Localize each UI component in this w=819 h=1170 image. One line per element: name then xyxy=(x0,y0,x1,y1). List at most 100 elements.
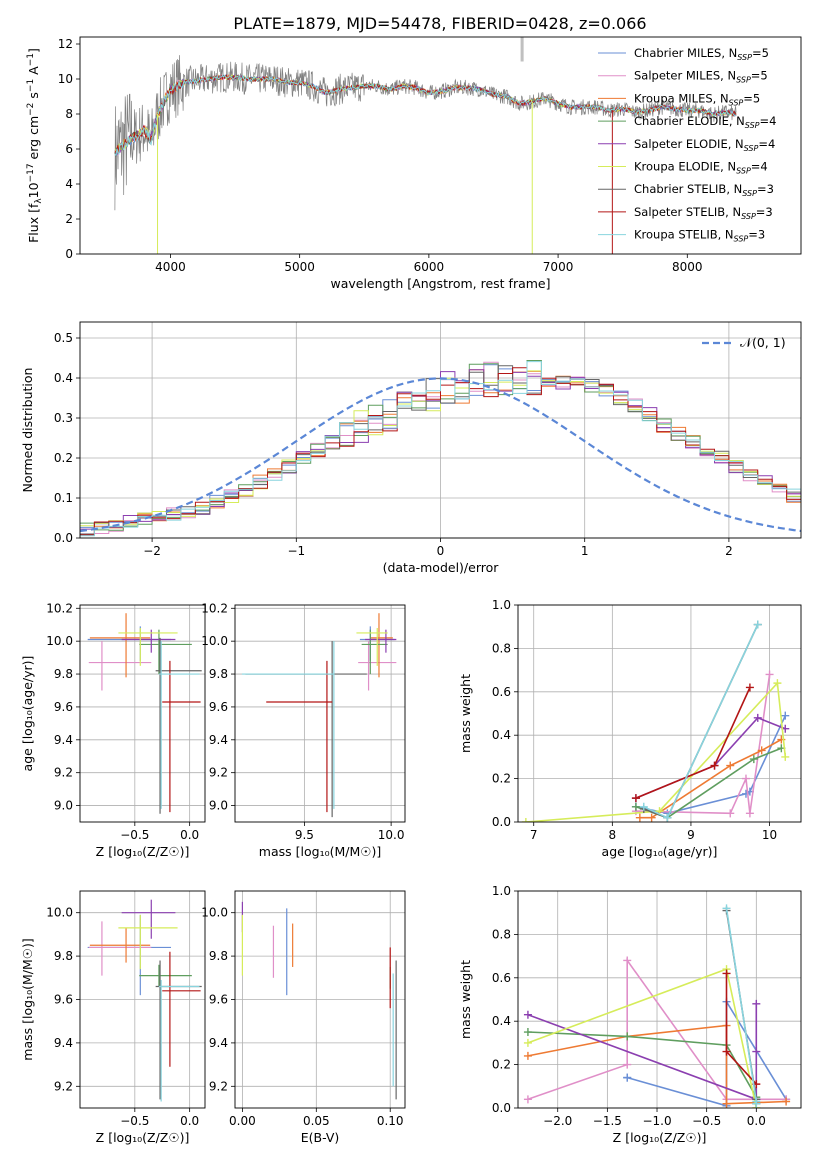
plot-area-mass-vs-ebv xyxy=(241,901,397,1100)
x-tick-label: −0.5 xyxy=(120,1114,149,1128)
axes-frame xyxy=(517,890,802,1109)
legend-subscript: SSP xyxy=(741,212,756,221)
series-marker xyxy=(741,774,750,783)
series-marker xyxy=(710,761,719,770)
series-marker xyxy=(782,1097,791,1106)
axes-frame xyxy=(79,36,802,255)
x-axis-label: (data-model)/error xyxy=(383,560,500,575)
x-tick-label: 0 xyxy=(437,544,445,558)
masked-region xyxy=(520,37,524,62)
axes-age-vs-mass: 9.5 10.0 9.0 9.2 9.4 9.6 9.8 10.0 10.2 mass [log₁… xyxy=(201,601,406,859)
series-marker xyxy=(523,1010,532,1019)
y-tick-label: 0.4 xyxy=(492,728,511,742)
legend-label-normal: 𝒩(0, 1) xyxy=(740,335,786,350)
y-axis-label-part: s xyxy=(26,92,41,103)
x-tick-label: 4000 xyxy=(155,260,186,274)
series-marker xyxy=(623,1032,632,1041)
y-tick-label: 0.0 xyxy=(54,531,73,545)
y-tick-label: 9.4 xyxy=(54,1036,73,1050)
plot-area-age-vs-z xyxy=(87,613,202,814)
x-axis-label: age [log₁₀(age/yr)] xyxy=(602,844,718,859)
x-tick-label: −1 xyxy=(287,544,305,558)
axes-mass-vs-ebv: 0.00 0.05 0.10 9.2 9.4 9.6 9.8 10.0 E(B-V) xyxy=(201,890,406,1145)
y-tick-label: 0.8 xyxy=(492,641,511,655)
y-axis-label: Normed distribution xyxy=(20,368,35,493)
series-kroupa-stelib xyxy=(639,620,762,822)
series-marker xyxy=(623,1073,632,1082)
axes-age-vs-z: −0.5 0.0 9.0 9.2 9.4 9.6 9.8 10.0 10.2 Z [log₁₀(Z… xyxy=(20,601,206,859)
legend-suffix: =4 xyxy=(760,114,777,128)
series-marker xyxy=(647,813,656,822)
y-tick-label: 9.8 xyxy=(54,667,73,681)
y-axis-label-part: −1 xyxy=(26,53,36,66)
x-tick-label: −0.5 xyxy=(120,828,149,842)
errorbar-salpeter-stelib xyxy=(162,660,201,813)
y-tick-label: 1.0 xyxy=(492,884,511,898)
axes-frame xyxy=(79,890,206,1109)
series-marker xyxy=(726,761,735,770)
hist-step-kroupa-elodie xyxy=(80,370,801,527)
x-tick-label: 9 xyxy=(687,828,695,842)
series-marker xyxy=(749,755,758,764)
legend-subscript: SSP xyxy=(744,144,759,153)
figure-title: PLATE=1879, MJD=54478, FIBERID=0428, z=0… xyxy=(233,14,646,33)
x-axis-label: mass [log₁₀(M/M☉)] xyxy=(259,844,381,859)
series-line xyxy=(527,1003,758,1101)
y-tick-label: 9.4 xyxy=(54,733,73,747)
legend-label-chabrier-stelib: Chabrier STELIB, NSSP=3 xyxy=(634,182,774,198)
series-marker xyxy=(631,802,640,811)
y-tick-label: 9.2 xyxy=(54,1079,73,1093)
x-tick-label: 8 xyxy=(609,828,617,842)
series-marker xyxy=(773,679,782,688)
y-axis-label-part: −2 xyxy=(26,103,36,116)
y-tick-label: 8 xyxy=(65,107,73,121)
y-tick-label: 0.0 xyxy=(492,1101,511,1115)
y-tick-label: 0.5 xyxy=(54,331,73,345)
x-tick-label: 2 xyxy=(725,544,733,558)
x-tick-label: 0.0 xyxy=(180,1114,199,1128)
x-axis-label: Z [log₁₀(Z/Z☉)] xyxy=(96,1130,190,1145)
legend-suffix: =4 xyxy=(758,137,775,151)
legend-suffix: =3 xyxy=(748,228,765,242)
y-axis-label-part: −1 xyxy=(26,79,36,92)
y-tick-label: 10.0 xyxy=(46,906,73,920)
series-marker xyxy=(623,1060,632,1069)
legend-subscript: SSP xyxy=(742,189,757,198)
errorbar-salpeter-stelib xyxy=(162,951,201,1067)
x-tick-label: 8000 xyxy=(672,260,703,274)
y-tick-label: 9.0 xyxy=(209,799,228,813)
series-line xyxy=(525,681,787,822)
errorbar-kroupa-stelib xyxy=(241,641,335,809)
axes-residuals: −2 −1 0 1 2 0.0 0.1 0.2 0.3 0.4 0.5 (data-model)/er… xyxy=(20,321,802,575)
series-marker xyxy=(726,809,735,818)
x-axis-label: wavelength [Angstrom, rest frame] xyxy=(330,276,550,291)
errorbar-kroupa-stelib xyxy=(158,979,200,1102)
y-axis-label: mass weight xyxy=(458,960,473,1039)
x-tick-label: −0.5 xyxy=(692,1114,721,1128)
series-marker xyxy=(635,813,644,822)
normal-curve xyxy=(80,377,801,533)
errorbar-chabrier-elodie xyxy=(139,629,192,675)
series-marker xyxy=(523,1028,532,1037)
series-marker xyxy=(757,746,766,755)
errorbar-kroupa-elodie xyxy=(356,628,388,666)
x-tick-label: −1.5 xyxy=(593,1114,622,1128)
legend-label-kroupa-elodie: Kroupa ELODIE, NSSP=4 xyxy=(634,160,768,176)
hist-step-kroupa-stelib xyxy=(80,361,801,537)
legend-subscript: SSP xyxy=(737,53,752,62)
x-tick-label: 0.10 xyxy=(377,1114,404,1128)
x-tick-label: −2 xyxy=(143,544,161,558)
x-tick-label: 7 xyxy=(530,828,538,842)
x-tick-label: 5000 xyxy=(284,260,315,274)
series-marker xyxy=(722,1099,731,1108)
legend-suffix: =5 xyxy=(752,46,769,60)
legend-label-chabrier-elodie: Chabrier ELODIE, NSSP=4 xyxy=(634,114,776,130)
series-line xyxy=(725,908,758,1104)
plot-area-massweight-vs-age xyxy=(521,620,790,822)
y-tick-label: 10.2 xyxy=(201,601,228,615)
x-tick-label: 7000 xyxy=(543,260,574,274)
y-tick-label: 0.8 xyxy=(492,927,511,941)
x-tick-label: 10 xyxy=(762,828,777,842)
y-axis-label-part: A xyxy=(26,66,41,79)
